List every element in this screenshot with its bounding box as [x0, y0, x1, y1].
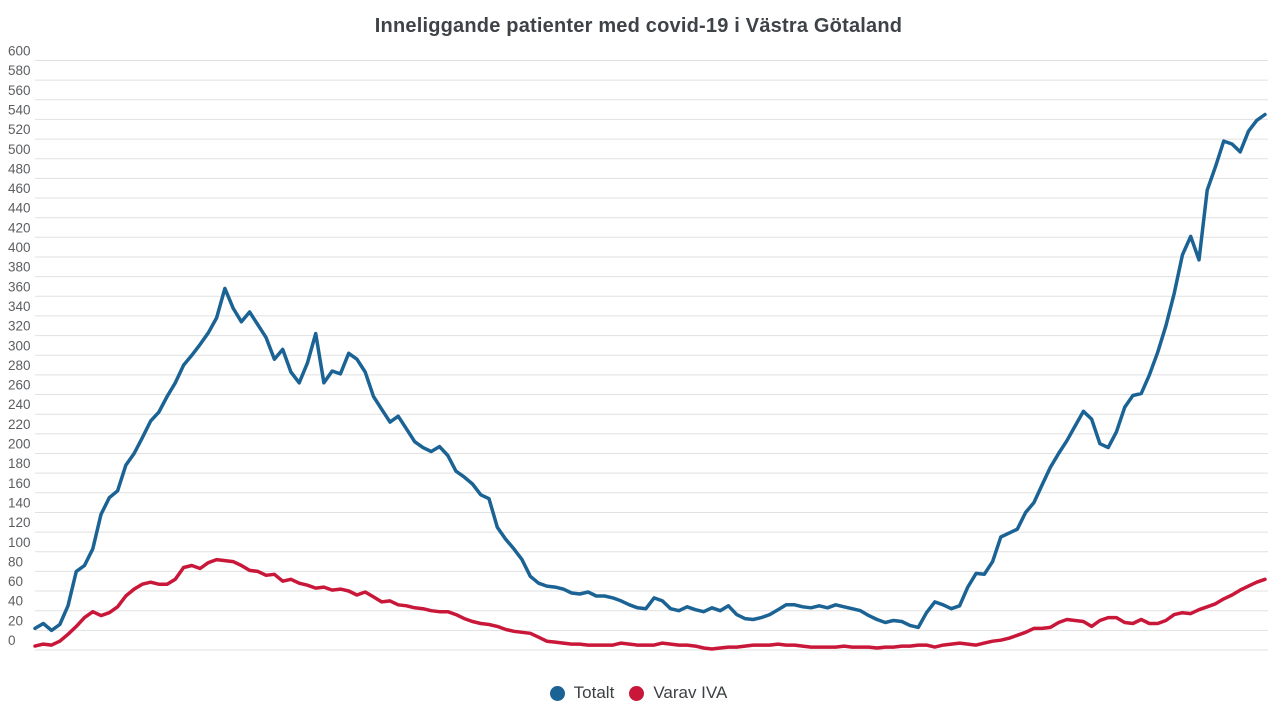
y-axis-tick-label: 480: [8, 161, 31, 176]
y-axis-tick-label: 580: [8, 63, 31, 78]
y-axis-tick-label: 520: [8, 122, 31, 137]
y-axis-tick-label: 220: [8, 417, 31, 432]
y-axis-tick-label: 160: [8, 476, 31, 491]
y-axis-tick-label: 460: [8, 181, 31, 196]
y-axis-tick-label: 280: [8, 358, 31, 373]
y-axis-tick-label: 20: [8, 613, 23, 628]
y-axis-tick-label: 440: [8, 201, 31, 216]
y-axis-tick-label: 120: [8, 515, 31, 530]
y-axis-tick-label: 100: [8, 535, 31, 550]
y-axis-tick-label: 80: [8, 554, 23, 569]
y-axis-tick-label: 60: [8, 574, 23, 589]
legend-item-totalt[interactable]: Totalt: [549, 683, 615, 703]
chart-title: Inneliggande patienter med covid-19 i Vä…: [374, 15, 903, 37]
y-axis-tick-label: 300: [8, 338, 31, 353]
y-axis-tick-label: 240: [8, 397, 31, 412]
y-axis-tick-label: 200: [8, 437, 31, 452]
y-axis-tick-label: 140: [8, 496, 31, 511]
y-axis-tick-label: 0: [8, 633, 16, 648]
y-axis-tick-label: 320: [8, 319, 31, 334]
legend-label-varav-iva: Varav IVA: [653, 683, 728, 702]
y-axis-tick-label: 600: [8, 44, 31, 59]
y-axis-tick-label: 360: [8, 279, 31, 294]
y-axis-tick-label: 260: [8, 378, 31, 393]
y-axis-tick-label: 400: [8, 240, 31, 255]
y-axis-tick-label: 540: [8, 102, 31, 117]
series-line-totalt: [33, 112, 1267, 633]
y-axis-tick-label: 380: [8, 260, 31, 275]
chart-legend: Totalt Varav IVA: [0, 683, 1277, 703]
y-axis-tick-label: 180: [8, 456, 31, 471]
y-axis-tick-label: 40: [8, 594, 23, 609]
y-axis-tick-label: 500: [8, 142, 31, 157]
series-line-varav-iva: [33, 557, 1267, 651]
totalt-series-dot-icon: [549, 685, 565, 701]
legend-label-totalt: Totalt: [573, 683, 615, 702]
y-axis-tick-label: 560: [8, 83, 31, 98]
varav-iva-series-dot-icon: [629, 685, 645, 701]
legend-item-varav-iva[interactable]: Varav IVA: [629, 683, 727, 703]
y-axis-tick-label: 420: [8, 220, 31, 235]
y-axis-tick-label: 340: [8, 299, 31, 314]
